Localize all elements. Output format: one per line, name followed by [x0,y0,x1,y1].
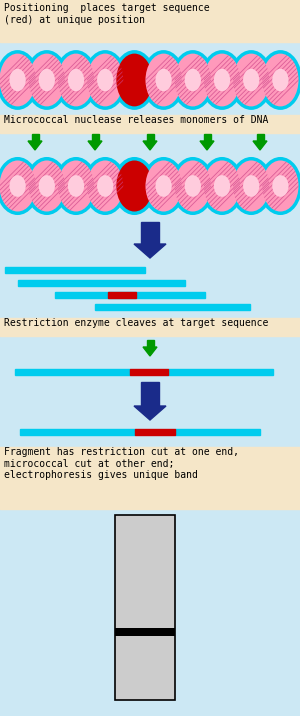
Ellipse shape [113,50,156,110]
Bar [146,340,154,347]
Polygon shape [88,141,102,150]
Ellipse shape [84,50,127,110]
Bar [146,134,154,141]
Ellipse shape [155,69,172,91]
Bar [3,183,295,189]
Ellipse shape [243,175,259,197]
Bar [256,134,263,141]
Polygon shape [143,347,157,356]
Ellipse shape [230,157,273,215]
Ellipse shape [68,69,84,91]
Ellipse shape [185,69,201,91]
Ellipse shape [262,160,298,211]
Ellipse shape [39,69,55,91]
Ellipse shape [97,69,113,91]
Ellipse shape [58,54,94,107]
Ellipse shape [200,50,244,110]
Text: Restriction enzyme cleaves at target sequence: Restriction enzyme cleaves at target seq… [4,318,268,328]
Ellipse shape [175,54,211,107]
Bar [115,515,175,700]
Ellipse shape [259,157,300,215]
Ellipse shape [113,157,156,215]
Ellipse shape [230,50,273,110]
Ellipse shape [171,50,214,110]
Ellipse shape [10,69,26,91]
Polygon shape [28,141,42,150]
Polygon shape [134,244,166,258]
Bar [32,134,38,141]
Ellipse shape [142,157,185,215]
Ellipse shape [214,69,230,91]
Ellipse shape [204,160,240,211]
Polygon shape [143,141,157,150]
Ellipse shape [54,157,98,215]
Bar [0,0,300,42]
Bar [92,134,98,141]
Ellipse shape [25,50,68,110]
Ellipse shape [272,69,289,91]
Polygon shape [134,406,166,420]
Ellipse shape [262,54,298,107]
Bar [141,222,159,244]
Polygon shape [253,141,267,150]
Bar [130,369,168,375]
Ellipse shape [233,54,269,107]
Ellipse shape [175,160,211,211]
Ellipse shape [0,157,39,215]
Bar [107,292,136,298]
Ellipse shape [155,175,172,197]
Text: Micrococcal nuclease releases monomers of DNA: Micrococcal nuclease releases monomers o… [4,115,268,125]
Bar [168,369,273,375]
Ellipse shape [171,157,214,215]
Bar [0,115,300,133]
Ellipse shape [97,175,113,197]
Bar [5,267,145,273]
Ellipse shape [58,160,94,211]
Ellipse shape [87,54,123,107]
Ellipse shape [146,54,182,107]
Ellipse shape [259,50,300,110]
Ellipse shape [233,160,269,211]
Ellipse shape [0,160,36,211]
Ellipse shape [84,157,127,215]
Polygon shape [200,141,214,150]
Bar [3,77,295,83]
Bar [55,292,205,298]
Bar [141,382,159,406]
Ellipse shape [200,157,244,215]
Ellipse shape [68,175,84,197]
Bar [18,280,185,286]
Ellipse shape [243,69,259,91]
Ellipse shape [272,175,289,197]
Ellipse shape [116,54,152,107]
Bar [20,429,135,435]
Bar [0,447,300,509]
Ellipse shape [0,50,39,110]
Bar [175,429,260,435]
Ellipse shape [25,157,68,215]
Bar [15,369,130,375]
Ellipse shape [116,160,152,211]
Ellipse shape [29,54,65,107]
Ellipse shape [146,160,182,211]
Ellipse shape [142,50,185,110]
Ellipse shape [204,54,240,107]
Bar [0,318,300,336]
Ellipse shape [214,175,230,197]
Text: Fragment has restriction cut at one end,
micrococcal cut at other end;
electroph: Fragment has restriction cut at one end,… [4,447,239,480]
Bar [135,429,175,435]
Bar [115,627,175,636]
Ellipse shape [87,160,123,211]
Ellipse shape [29,160,65,211]
Ellipse shape [39,175,55,197]
Bar [95,304,250,310]
Ellipse shape [185,175,201,197]
Ellipse shape [10,175,26,197]
Ellipse shape [54,50,98,110]
Ellipse shape [0,54,36,107]
Bar [203,134,211,141]
Text: Positioning  places target sequence
(red) at unique position: Positioning places target sequence (red)… [4,3,210,24]
